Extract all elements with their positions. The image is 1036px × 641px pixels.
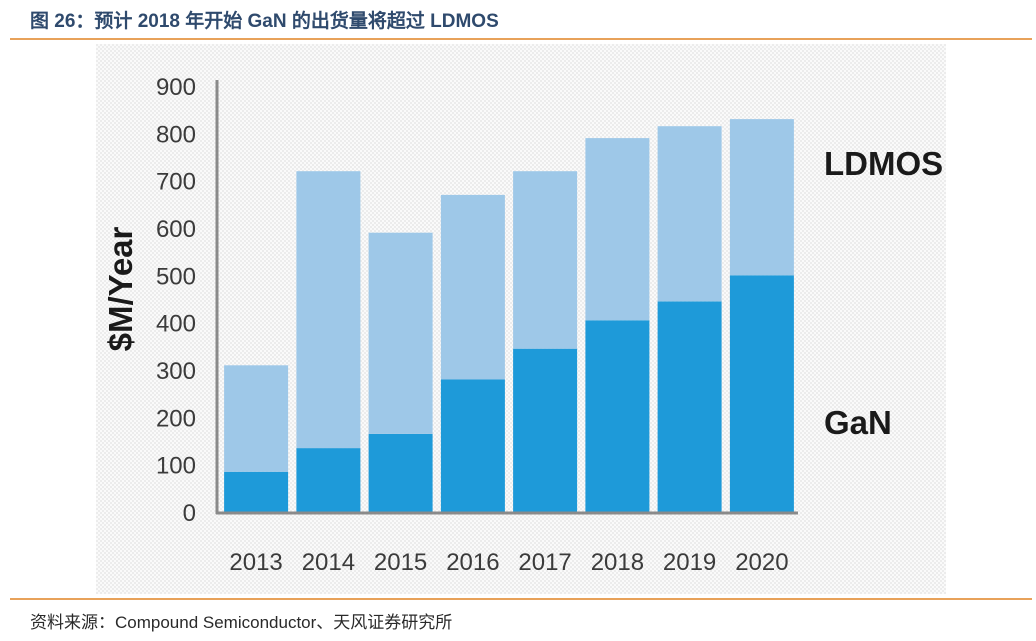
y-tick-300: 300	[156, 358, 196, 385]
bar-ldmos-2018	[585, 138, 650, 321]
y-tick-0: 0	[183, 500, 196, 527]
y-tick-100: 100	[156, 453, 196, 480]
bar-ldmos-2015	[368, 232, 433, 434]
bar-ldmos-2019	[657, 126, 722, 302]
x-tick-2014: 2014	[302, 549, 355, 576]
legend-label-gan: GaN	[824, 404, 892, 441]
bar-ldmos-2014	[296, 171, 361, 449]
x-tick-labels: 2013 2014 2015 2016 2017 2018 2019 2020	[229, 549, 788, 576]
y-tick-labels: 0 100 200 300 400 500 600 700 800 900	[156, 74, 196, 527]
bar-gan-2015	[368, 433, 433, 512]
y-tick-400: 400	[156, 311, 196, 338]
source-divider	[10, 598, 1032, 600]
source-note: 资料来源：Compound Semiconductor、天风证券研究所	[30, 613, 453, 632]
bar-ldmos-2013	[224, 365, 289, 472]
y-tick-800: 800	[156, 121, 196, 148]
x-tick-2018: 2018	[591, 549, 644, 576]
bar-gan-2016	[440, 379, 505, 512]
bar-gan-2014	[296, 448, 361, 512]
figure-title: 图 26：预计 2018 年开始 GaN 的出货量将超过 LDMOS	[30, 11, 499, 32]
x-tick-2020: 2020	[735, 549, 788, 576]
chart-area: 0 100 200 300 400 500 600 700 800 900 2013 2014 201…	[96, 44, 946, 594]
bar-gan-2013	[224, 471, 289, 512]
bar-ldmos-2016	[440, 194, 505, 380]
y-tick-500: 500	[156, 263, 196, 290]
y-tick-200: 200	[156, 405, 196, 432]
x-tick-2017: 2017	[518, 549, 571, 576]
bar-gan-2019	[657, 301, 722, 512]
title-divider	[10, 38, 1032, 40]
y-tick-600: 600	[156, 216, 196, 243]
x-tick-2015: 2015	[374, 549, 427, 576]
y-tick-700: 700	[156, 169, 196, 196]
bar-gan-2020	[729, 275, 794, 512]
x-tick-2013: 2013	[229, 549, 282, 576]
bar-gan-2017	[513, 348, 578, 512]
y-axis-label: $M/Year	[102, 226, 139, 351]
legend-label-ldmos: LDMOS	[824, 145, 943, 182]
x-tick-2016: 2016	[446, 549, 499, 576]
bar-gan-2018	[585, 320, 650, 512]
bar-ldmos-2020	[729, 119, 794, 276]
x-tick-2019: 2019	[663, 549, 716, 576]
y-tick-900: 900	[156, 74, 196, 101]
bar-ldmos-2017	[513, 171, 578, 349]
bars-group	[224, 119, 794, 512]
